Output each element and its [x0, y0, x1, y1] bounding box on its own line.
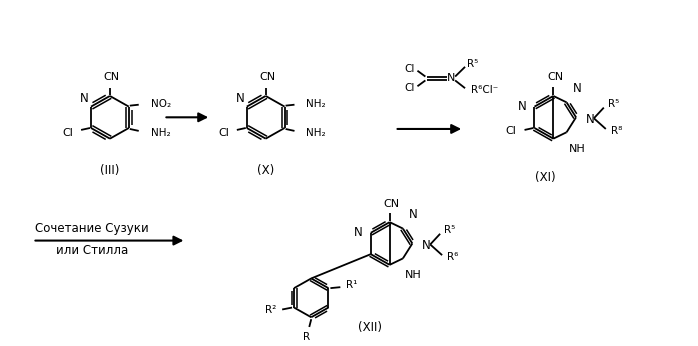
Text: R⁶Cl⁻: R⁶Cl⁻: [471, 85, 498, 95]
Text: NH: NH: [569, 144, 586, 154]
Text: NH₂: NH₂: [306, 128, 326, 138]
Text: N: N: [447, 73, 455, 83]
Text: (X): (X): [257, 164, 274, 177]
Text: (XI): (XI): [535, 171, 556, 184]
Text: N: N: [572, 82, 581, 94]
Text: CN: CN: [547, 72, 563, 82]
Text: N: N: [586, 113, 595, 126]
Text: R⁶: R⁶: [447, 252, 459, 262]
Text: NH: NH: [405, 270, 422, 280]
Text: Cl: Cl: [218, 128, 229, 138]
Text: Сочетание Сузуки: Сочетание Сузуки: [35, 222, 149, 235]
Text: R¹: R¹: [346, 280, 357, 290]
Text: CN: CN: [384, 199, 400, 209]
Text: N: N: [354, 226, 363, 239]
Text: R⁸: R⁸: [611, 126, 622, 136]
Text: R⁵: R⁵: [467, 59, 478, 69]
Text: Cl: Cl: [62, 128, 73, 138]
Text: R²: R²: [265, 306, 276, 316]
Text: N: N: [409, 208, 417, 221]
Text: CN: CN: [104, 72, 120, 82]
Text: (XII): (XII): [358, 321, 382, 334]
Text: N: N: [236, 92, 245, 105]
Text: Cl: Cl: [404, 83, 415, 93]
Text: R: R: [303, 332, 310, 342]
Text: Cl: Cl: [404, 64, 415, 74]
Text: (III): (III): [101, 164, 119, 177]
Text: Cl: Cl: [506, 126, 517, 136]
Text: R⁵: R⁵: [608, 99, 619, 109]
Text: R⁵: R⁵: [444, 225, 455, 235]
Text: NH₂: NH₂: [151, 128, 170, 138]
Text: N: N: [422, 239, 431, 252]
Text: или Стилла: или Стилла: [56, 244, 128, 257]
Text: N: N: [518, 100, 526, 113]
Text: NO₂: NO₂: [151, 99, 171, 109]
Text: N: N: [80, 92, 89, 105]
Text: CN: CN: [260, 72, 276, 82]
Text: NH₂: NH₂: [306, 99, 326, 109]
